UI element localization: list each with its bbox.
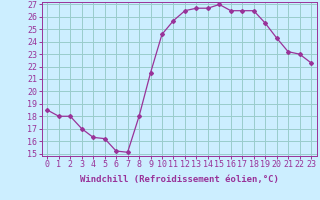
- X-axis label: Windchill (Refroidissement éolien,°C): Windchill (Refroidissement éolien,°C): [80, 175, 279, 184]
